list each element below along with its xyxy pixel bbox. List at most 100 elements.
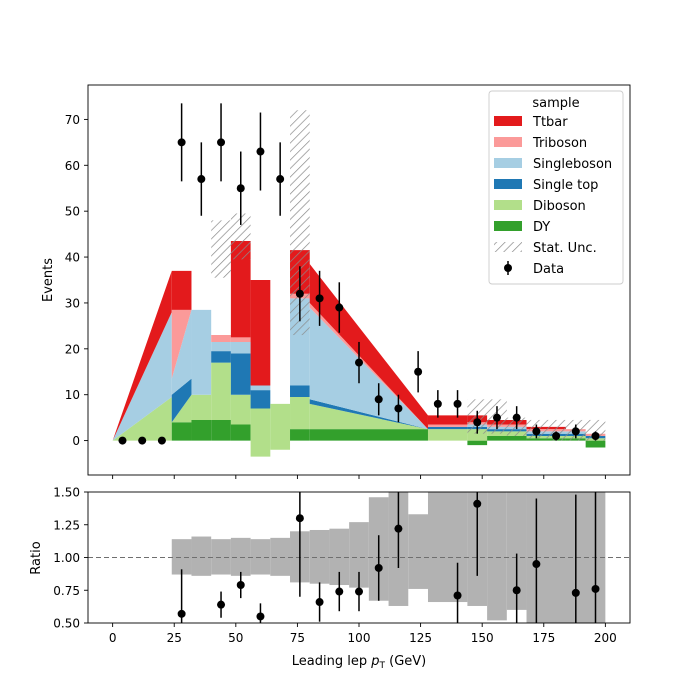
- ratio-point-11: [473, 499, 482, 508]
- stack-singleboson-segment-2: [191, 309, 212, 395]
- stack-triboson-segment-3: [211, 335, 231, 342]
- data-point-14: [394, 404, 403, 413]
- data-point-20: [512, 413, 521, 422]
- stack-dy-segment-1: [171, 422, 192, 441]
- legend-label-2: Singleboson: [533, 157, 612, 172]
- legend-swatch-6: [494, 242, 522, 252]
- x-tick-label-3: 75: [290, 631, 305, 645]
- ratio-y-tick-label-2: 1.00: [53, 551, 80, 565]
- data-point-4: [197, 175, 206, 184]
- main-x-ticks: [112, 475, 606, 479]
- stack-diboson-segment-6: [270, 403, 291, 450]
- main-panel: 0 10 20 30 40 50 60 70 Events sample Ttbar Tribo…: [41, 84, 631, 479]
- stack-ttbar-segment-4: [230, 241, 251, 338]
- ratio-unc-band-8: [329, 528, 350, 586]
- ratio-unc-band-12: [408, 514, 428, 589]
- stack-dy-segment-11: [487, 436, 527, 441]
- stack-singleboson-segment-3: [211, 341, 231, 352]
- data-point-12: [355, 358, 363, 367]
- legend-title: sample: [532, 96, 579, 111]
- ratio-point-13: [532, 560, 541, 569]
- x-axis-label-subscript: T: [378, 661, 385, 671]
- legend-label-4: Diboson: [533, 199, 586, 214]
- legend-label-3: Single top: [533, 178, 598, 193]
- stack-dy-segment-14: [585, 440, 606, 448]
- x-tick-label-4: 100: [348, 631, 371, 645]
- data-point-17: [453, 399, 462, 408]
- data-point-7: [256, 147, 265, 156]
- stack-diboson-segment-7: [290, 397, 310, 430]
- stack-dy-segment-4: [230, 424, 251, 441]
- ratio-point-6: [335, 587, 344, 596]
- x-tick-label-2: 50: [228, 631, 243, 645]
- x-axis-label: Leading lep pT (GeV): [292, 654, 426, 671]
- ratio-unc-band-0: [171, 539, 192, 575]
- data-point-21: [532, 427, 541, 436]
- main-y-tick-label-1: 10: [65, 388, 80, 402]
- stat-unc-band-3: [467, 399, 507, 434]
- ratio-y-tick-label-4: 1.50: [53, 486, 80, 500]
- main-y-tick-label-4: 40: [65, 251, 80, 265]
- legend-swatch-3: [494, 179, 522, 189]
- ratio-points: [177, 492, 600, 623]
- ratio-point-2: [236, 581, 245, 590]
- ratio-unc-band-7: [309, 529, 330, 584]
- ratio-point-12: [512, 586, 521, 595]
- stack-single-top-segment-9: [427, 426, 468, 430]
- stack-diboson-segment-2: [191, 394, 212, 420]
- x-axis-label-symbol: p: [370, 654, 379, 669]
- ratio-y-ticks: 0.50 0.75 1.00 1.25 1.50: [53, 486, 88, 631]
- data-point-1: [138, 436, 147, 445]
- stack-diboson-segment-4: [230, 394, 251, 425]
- ratio-point-4: [295, 514, 304, 523]
- stack-singleboson-segment-1: [171, 309, 192, 395]
- stack-single-top-segment-5: [250, 390, 271, 409]
- legend-swatch-2: [494, 158, 522, 168]
- stack-ttbar-segment-9: [427, 415, 468, 425]
- data-point-6: [236, 184, 245, 193]
- stat-unc-band-2: [290, 110, 310, 336]
- stack-singleboson-segment-5: [250, 385, 271, 391]
- stack-dy-segment-8: [309, 429, 428, 441]
- main-y-tick-label-0: 0: [72, 434, 80, 448]
- legend-label-5: DY: [533, 220, 550, 235]
- ratio-unc-band-1: [191, 536, 212, 576]
- ratio-point-9: [394, 524, 403, 533]
- data-point-23: [571, 427, 580, 436]
- stack-triboson-segment-0: [112, 312, 172, 441]
- ratio-point-7: [355, 587, 363, 596]
- ratio-unc-band-2: [211, 539, 231, 575]
- stack-diboson-segment-8: [309, 403, 428, 430]
- legend-swatch-0: [494, 116, 522, 126]
- data-point-18: [473, 418, 482, 427]
- main-y-tick-label-7: 70: [65, 113, 80, 127]
- stack-triboson-segment-1: [171, 309, 192, 379]
- ratio-y-tick-label-0: 0.50: [53, 617, 80, 631]
- ratio-point-14: [571, 588, 580, 597]
- main-y-tick-label-2: 20: [65, 342, 80, 356]
- legend-entries: Ttbar Triboson Singleboson Single top Diboso…: [494, 115, 612, 277]
- ratio-unc-band-4: [250, 539, 271, 575]
- x-tick-label-6: 150: [471, 631, 494, 645]
- stack-single-top-segment-7: [290, 385, 310, 397]
- stacked-histogram: [112, 241, 606, 457]
- ratio-panel: 0.50 0.75 1.00 1.25 1.50 0 25 50 75 100 125 150 175…: [29, 486, 631, 671]
- ratio-y-tick-label-1: 0.75: [53, 584, 80, 598]
- main-y-tick-label-6: 60: [65, 159, 80, 173]
- stack-single-top-segment-1: [171, 378, 192, 423]
- legend-label-6: Stat. Unc.: [533, 241, 597, 256]
- legend-swatch-1: [494, 137, 522, 147]
- ratio-point-1: [217, 600, 226, 609]
- legend: sample Ttbar Triboson Singleboson Single to…: [488, 90, 624, 285]
- ratio-point-0: [177, 609, 186, 618]
- stack-single-top-segment-4: [230, 353, 251, 395]
- stack-diboson-segment-3: [211, 362, 231, 420]
- x-tick-label-0: 0: [109, 631, 117, 645]
- stack-dy-segment-7: [290, 429, 310, 441]
- ratio-unc-band-9: [349, 522, 369, 588]
- x-axis-label-pre: Leading lep: [292, 654, 371, 669]
- ratio-unc-band-13: [427, 492, 468, 603]
- data-point-16: [433, 399, 442, 408]
- stack-triboson-segment-9: [427, 424, 468, 427]
- stack-dy-segment-3: [211, 419, 231, 441]
